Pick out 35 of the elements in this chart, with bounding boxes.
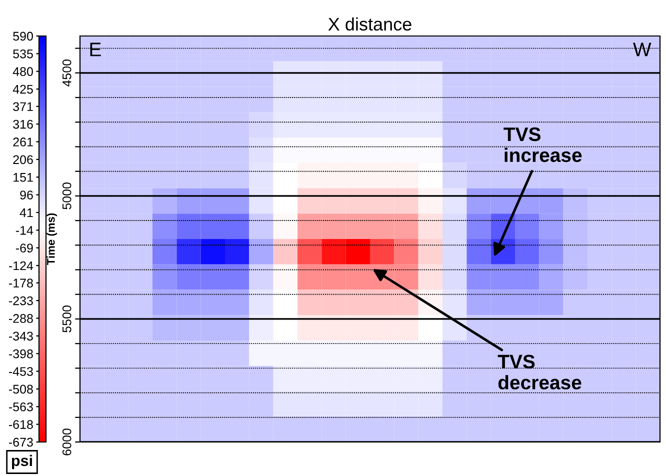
color-bar-label: 480 bbox=[12, 67, 33, 76]
color-bar-label: -563 bbox=[8, 402, 33, 412]
color-bar-label: -69 bbox=[16, 244, 33, 252]
color-bar-label: -618 bbox=[8, 420, 33, 429]
color-bar-label: 261 bbox=[13, 138, 33, 146]
annotation: TVS increase bbox=[504, 127, 582, 162]
color-bar-label: -343 bbox=[8, 332, 33, 341]
y-axis-title: Time (ms) bbox=[46, 213, 57, 266]
color-bar-label: 425 bbox=[12, 84, 33, 94]
color-bar-label: 41 bbox=[20, 208, 33, 218]
color-bar-label: -233 bbox=[8, 296, 33, 306]
y-tick-label: 5500 bbox=[62, 306, 72, 332]
x-axis-title: X distance bbox=[328, 17, 412, 31]
y-tick-label: 6000 bbox=[62, 428, 72, 456]
color-bar-label: -508 bbox=[8, 384, 33, 394]
color-bar-label: 316 bbox=[13, 120, 33, 129]
color-bar-label: 535 bbox=[13, 49, 33, 58]
color-bar-label: 96 bbox=[20, 190, 33, 200]
annotation: E bbox=[90, 42, 101, 56]
color-bar-label: -453 bbox=[8, 367, 33, 376]
color-bar-label: 151 bbox=[14, 173, 33, 182]
color-bar-label: 590 bbox=[13, 32, 33, 41]
color-bar-label: -398 bbox=[8, 349, 33, 358]
color-bar-label: -124 bbox=[8, 261, 34, 270]
color-bar-label: 206 bbox=[13, 155, 33, 164]
color-bar-title: psi bbox=[12, 454, 32, 470]
y-tick-label: 5000 bbox=[62, 182, 72, 210]
color-bar-label: -673 bbox=[8, 438, 33, 447]
y-tick-label: 4500 bbox=[62, 59, 72, 87]
color-bar-label: -178 bbox=[8, 278, 33, 288]
color-bar-label: 371 bbox=[13, 102, 33, 112]
annotation: W bbox=[633, 42, 652, 56]
annotation: TVS decrease bbox=[498, 354, 582, 390]
color-bar-label: -14 bbox=[16, 226, 34, 235]
color-bar-label: -288 bbox=[8, 314, 33, 323]
